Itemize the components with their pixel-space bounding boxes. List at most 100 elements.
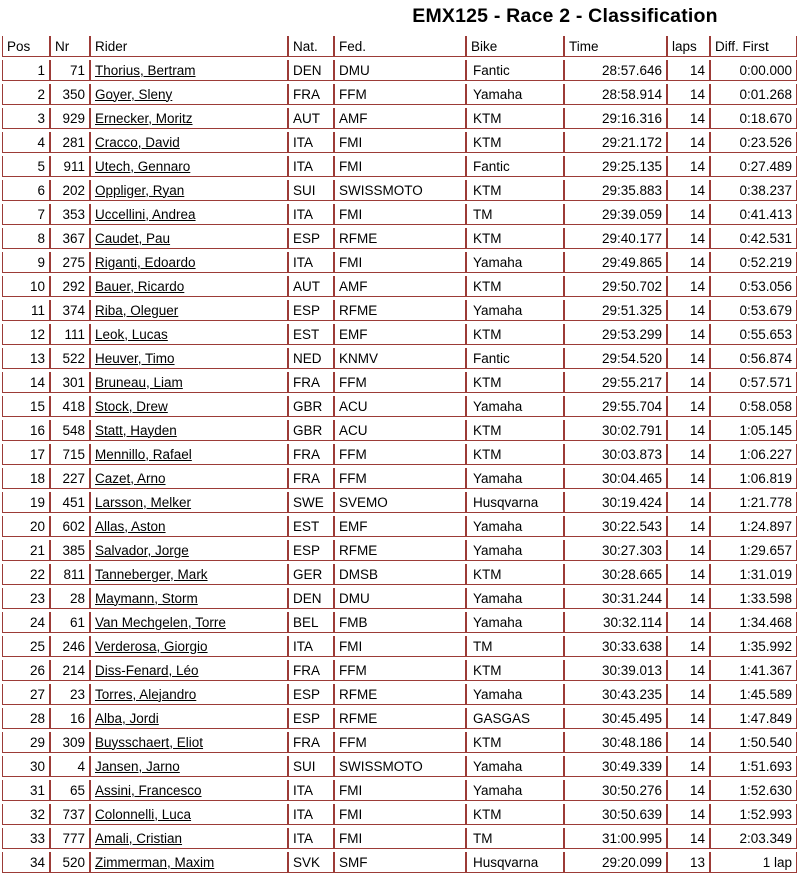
- cell-bike: Yamaha: [466, 516, 564, 537]
- rider-link[interactable]: Jansen, Jarno: [95, 758, 180, 774]
- cell-fed: FMI: [334, 156, 466, 177]
- rider-link[interactable]: Allas, Aston: [95, 518, 166, 534]
- rider-link[interactable]: Ernecker, Moritz: [95, 110, 193, 126]
- rider-link[interactable]: Tanneberger, Mark: [95, 566, 208, 582]
- table-row: 31 65 Assini, Francesco ITA FMI Yamaha 30:50.2…: [2, 780, 797, 801]
- cell-rider: Bauer, Ricardo: [90, 276, 288, 297]
- cell-fed: EMF: [334, 516, 466, 537]
- cell-pos: 15: [2, 396, 50, 417]
- cell-fed: FFM: [334, 468, 466, 489]
- rider-link[interactable]: Statt, Hayden: [95, 422, 177, 438]
- cell-pos: 26: [2, 660, 50, 681]
- cell-nr: 929: [50, 108, 90, 129]
- cell-laps: 13: [667, 852, 710, 873]
- table-row: 2 350 Goyer, Sleny FRA FFM Yamaha 28:58.914 14 0…: [2, 84, 797, 105]
- rider-link[interactable]: Alba, Jordi: [95, 710, 159, 726]
- cell-time: 30:27.303: [564, 540, 667, 561]
- rider-link[interactable]: Mennillo, Rafael: [95, 446, 192, 462]
- cell-laps: 14: [667, 516, 710, 537]
- cell-nat: FRA: [288, 732, 334, 753]
- cell-nr: 350: [50, 84, 90, 105]
- rider-link[interactable]: Assini, Francesco: [95, 782, 202, 798]
- cell-pos: 13: [2, 348, 50, 369]
- cell-fed: FFM: [334, 84, 466, 105]
- rider-link[interactable]: Maymann, Storm: [95, 590, 198, 606]
- cell-laps: 14: [667, 468, 710, 489]
- rider-link[interactable]: Cazet, Arno: [95, 470, 166, 486]
- cell-bike: GASGAS: [466, 708, 564, 729]
- rider-link[interactable]: Uccellini, Andrea: [95, 206, 196, 222]
- cell-fed: AMF: [334, 276, 466, 297]
- cell-pos: 11: [2, 300, 50, 321]
- cell-time: 29:53.299: [564, 324, 667, 345]
- cell-time: 30:28.665: [564, 564, 667, 585]
- cell-nat: SWE: [288, 492, 334, 513]
- rider-link[interactable]: Torres, Alejandro: [95, 686, 197, 702]
- cell-nr: 301: [50, 372, 90, 393]
- rider-link[interactable]: Stock, Drew: [95, 398, 168, 414]
- page-title: EMX125 - Race 2 - Classification: [412, 5, 718, 27]
- cell-bike: KTM: [466, 180, 564, 201]
- rider-link[interactable]: Colonnelli, Luca: [95, 806, 192, 822]
- rider-link[interactable]: Leok, Lucas: [95, 326, 168, 342]
- cell-diff_first: 1:51.693: [710, 756, 797, 777]
- rider-link[interactable]: Heuver, Timo: [95, 350, 175, 366]
- cell-diff_first: 1 lap: [710, 852, 797, 873]
- rider-link[interactable]: Bauer, Ricardo: [95, 278, 185, 294]
- rider-link[interactable]: Salvador, Jorge: [95, 542, 189, 558]
- cell-time: 30:02.791: [564, 420, 667, 441]
- cell-pos: 28: [2, 708, 50, 729]
- rider-link[interactable]: Riba, Oleguer: [95, 302, 179, 318]
- cell-rider: Buysschaert, Eliot: [90, 732, 288, 753]
- rider-link[interactable]: Utech, Gennaro: [95, 158, 191, 174]
- rider-link[interactable]: Thorius, Bertram: [95, 62, 196, 78]
- cell-nat: AUT: [288, 276, 334, 297]
- cell-diff_first: 2:03.349: [710, 828, 797, 849]
- rider-link[interactable]: Bruneau, Liam: [95, 374, 183, 390]
- cell-nr: 811: [50, 564, 90, 585]
- cell-bike: Yamaha: [466, 780, 564, 801]
- table-row: 1 71 Thorius, Bertram DEN DMU Fantic 28:57.646…: [2, 60, 797, 81]
- rider-link[interactable]: Amali, Cristian: [95, 830, 183, 846]
- cell-rider: Diss-Fenard, Léo: [90, 660, 288, 681]
- cell-laps: 14: [667, 156, 710, 177]
- cell-nat: GBR: [288, 420, 334, 441]
- cell-time: 30:45.495: [564, 708, 667, 729]
- header-row: Pos Nr Rider Nat. Fed. Bike Time laps Diff. Firs…: [2, 36, 797, 57]
- cell-nr: 522: [50, 348, 90, 369]
- rider-link[interactable]: Oppliger, Ryan: [95, 182, 185, 198]
- cell-diff_first: 1:52.993: [710, 804, 797, 825]
- column-header-pos: Pos: [2, 36, 50, 57]
- cell-nat: DEN: [288, 60, 334, 81]
- table-row: 6 202 Oppliger, Ryan SUI SWISSMOTO KTM 29:35.8…: [2, 180, 797, 201]
- cell-diff_first: 0:01.268: [710, 84, 797, 105]
- rider-link[interactable]: Buysschaert, Eliot: [95, 734, 204, 750]
- rider-link[interactable]: Caudet, Pau: [95, 230, 171, 246]
- rider-link[interactable]: Zimmerman, Maxim: [95, 854, 215, 870]
- cell-rider: Cracco, David: [90, 132, 288, 153]
- cell-laps: 14: [667, 60, 710, 81]
- rider-link[interactable]: Diss-Fenard, Léo: [95, 662, 199, 678]
- cell-diff_first: 1:29.657: [710, 540, 797, 561]
- rider-link[interactable]: Goyer, Sleny: [95, 86, 173, 102]
- cell-bike: KTM: [466, 372, 564, 393]
- cell-diff_first: 0:27.489: [710, 156, 797, 177]
- cell-laps: 14: [667, 300, 710, 321]
- cell-laps: 14: [667, 228, 710, 249]
- cell-time: 30:22.543: [564, 516, 667, 537]
- table-row: 7 353 Uccellini, Andrea ITA FMI TM 29:39.059 14…: [2, 204, 797, 225]
- cell-bike: TM: [466, 636, 564, 657]
- cell-time: 29:25.135: [564, 156, 667, 177]
- rider-link[interactable]: Verderosa, Giorgio: [95, 638, 208, 654]
- cell-bike: Yamaha: [466, 84, 564, 105]
- rider-link[interactable]: Van Mechgelen, Torre: [95, 614, 226, 630]
- cell-rider: Larsson, Melker: [90, 492, 288, 513]
- cell-fed: RFME: [334, 540, 466, 561]
- cell-rider: Utech, Gennaro: [90, 156, 288, 177]
- rider-link[interactable]: Riganti, Edoardo: [95, 254, 196, 270]
- rider-link[interactable]: Larsson, Melker: [95, 494, 192, 510]
- cell-pos: 34: [2, 852, 50, 873]
- cell-laps: 14: [667, 348, 710, 369]
- cell-fed: SWISSMOTO: [334, 180, 466, 201]
- rider-link[interactable]: Cracco, David: [95, 134, 180, 150]
